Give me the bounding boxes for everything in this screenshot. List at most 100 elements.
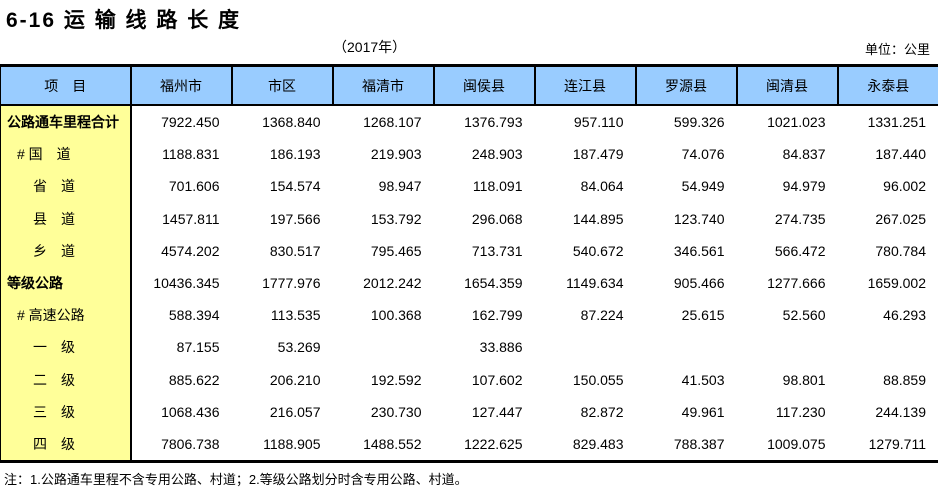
data-cell — [737, 331, 838, 363]
row-label-cell: 公路通车里程合计 — [0, 105, 132, 139]
data-cell: 219.903 — [370, 146, 422, 163]
data-cell: 701.606 — [168, 178, 220, 195]
table-row: 等级公路 10436.345 1777.976 2012.242 1654.35… — [0, 266, 938, 300]
column-header: 罗源县 — [634, 64, 737, 106]
footnote: 注：1.公路通车里程不含专用公路、村道；2.等级公路划分时含专用公路、村道。 — [4, 472, 468, 487]
data-cell: 117.230 — [775, 403, 826, 420]
data-cell: 127.447 — [471, 403, 523, 420]
data-cell: 153.792 — [370, 210, 422, 227]
data-cell: 1331.251 — [867, 114, 926, 131]
data-cell: 588.394 — [168, 307, 220, 324]
table-row: 公路通车里程合计 7922.450 1368.840 1268.107 1376… — [0, 105, 938, 139]
data-cell: 1457.811 — [162, 210, 220, 227]
data-cell: 98.947 — [378, 178, 422, 195]
row-label-cell: 乡 道 — [0, 234, 132, 267]
data-cell: 82.872 — [580, 403, 624, 420]
data-cell: 197.566 — [269, 210, 321, 227]
data-cell: 1659.002 — [867, 275, 926, 292]
data-cell: 74.076 — [681, 146, 725, 163]
data-cell: 107.602 — [471, 371, 523, 388]
data-cell: 1654.359 — [464, 275, 523, 292]
data-cell: 10436.345 — [153, 275, 220, 292]
data-cell: 84.064 — [580, 178, 624, 195]
data-cell: 885.622 — [168, 371, 220, 388]
data-cell: 206.210 — [269, 371, 321, 388]
data-cell: 87.155 — [176, 339, 220, 356]
row-label-cell: 等级公路 — [0, 266, 132, 300]
column-header-item: 项 目 — [0, 64, 131, 106]
data-cell: 87.224 — [580, 307, 624, 324]
data-cell: 230.730 — [370, 403, 422, 420]
data-cell: 1368.840 — [262, 114, 321, 131]
column-header: 永泰县 — [836, 64, 938, 106]
data-cell: 192.592 — [370, 371, 422, 388]
data-cell: 905.466 — [673, 275, 725, 292]
column-header: 福州市 — [129, 64, 232, 106]
row-label-cell: # 国 道 — [0, 138, 132, 171]
data-cell: 780.784 — [875, 242, 926, 259]
data-cell: 248.903 — [471, 146, 523, 163]
data-cell: 186.193 — [269, 146, 321, 163]
data-cell — [838, 331, 938, 363]
header-row: 项 目 福州市 市区 福清市 闽侯县 连江县 罗源县 闽清县 永泰县 — [0, 64, 938, 106]
row-label-cell: # 高速公路 — [0, 299, 132, 332]
row-label-cell: 四 级 — [0, 427, 132, 464]
data-cell: 94.979 — [782, 178, 826, 195]
data-cell: 53.269 — [277, 339, 321, 356]
data-cell: 599.326 — [673, 114, 725, 131]
data-cell: 1488.552 — [332, 427, 434, 464]
data-cell: 7922.450 — [161, 114, 220, 131]
data-cell: 1149.634 — [566, 275, 624, 292]
data-cell: 123.740 — [673, 210, 725, 227]
data-cell: 49.961 — [681, 403, 725, 420]
data-cell: 98.801 — [782, 371, 826, 388]
data-cell: 150.055 — [572, 371, 624, 388]
column-header: 闽侯县 — [432, 64, 535, 106]
data-cell: 52.560 — [782, 307, 826, 324]
data-cell: 1376.793 — [464, 114, 523, 131]
data-cell: 540.672 — [572, 242, 624, 259]
data-cell: 1777.976 — [262, 275, 321, 292]
table-row: 县 道 1457.811 197.566 153.792 296.068 144… — [0, 202, 938, 235]
year-subtitle: （2017年） — [333, 39, 407, 55]
data-cell: 296.068 — [471, 210, 523, 227]
data-cell: 46.293 — [883, 307, 926, 324]
data-cell: 33.886 — [479, 339, 523, 356]
unit-label: 单位：公里 — [864, 42, 930, 57]
data-cell: 244.139 — [875, 403, 926, 420]
data-cell: 1222.625 — [433, 427, 535, 464]
data-cell: 566.472 — [774, 242, 826, 259]
table-row: 三 级 1068.436 216.057 230.730 127.447 82.… — [0, 395, 938, 428]
data-cell: 267.025 — [875, 210, 926, 227]
data-cell: 216.057 — [269, 403, 321, 420]
table-row: 四 级 7806.738 1188.905 1488.552 1222.625 … — [0, 427, 938, 464]
data-cell — [333, 331, 434, 363]
table-row: 一 级 87.155 53.269 33.886 — [0, 331, 938, 364]
data-cell: 1188.831 — [162, 146, 220, 163]
data-cell: 2012.242 — [363, 275, 422, 292]
data-cell: 25.615 — [681, 307, 725, 324]
data-cell: 1021.023 — [767, 114, 826, 131]
data-cell: 1188.905 — [231, 427, 333, 464]
data-cell: 957.110 — [573, 114, 624, 131]
data-cell: 187.479 — [572, 146, 624, 163]
data-cell: 154.574 — [269, 178, 321, 195]
page-title: 6-16 运 输 线 路 长 度 — [6, 9, 242, 32]
column-header: 市区 — [230, 64, 333, 106]
data-cell: 274.735 — [774, 210, 826, 227]
data-cell: 118.091 — [472, 178, 523, 195]
row-label-cell: 二 级 — [0, 363, 132, 396]
data-cell: 84.837 — [782, 146, 826, 163]
stats-table: 项 目 福州市 市区 福清市 闽侯县 连江县 罗源县 闽清县 永泰县 公路通车里… — [0, 64, 938, 464]
data-cell: 788.387 — [635, 427, 737, 464]
data-cell: 96.002 — [883, 178, 926, 195]
data-cell: 829.483 — [534, 427, 636, 464]
table-row: 省 道 701.606 154.574 98.947 118.091 84.06… — [0, 170, 938, 203]
data-cell: 1068.436 — [161, 403, 220, 420]
data-cell: 187.440 — [875, 146, 926, 163]
data-cell: 830.517 — [269, 242, 321, 259]
row-label-cell: 县 道 — [0, 202, 132, 235]
row-label-cell: 一 级 — [0, 331, 132, 364]
column-header: 福清市 — [331, 64, 434, 106]
